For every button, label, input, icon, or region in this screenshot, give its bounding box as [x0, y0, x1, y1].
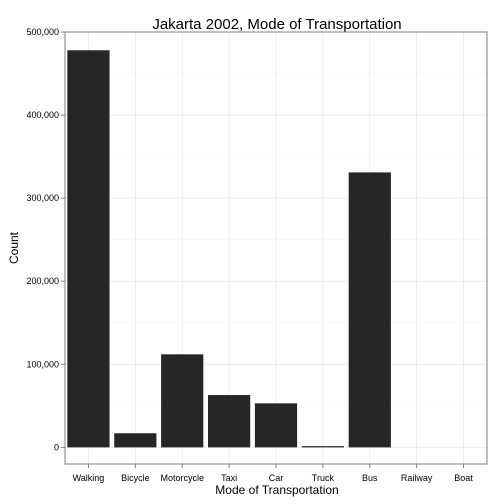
x-tick-label-bus: Bus — [362, 473, 378, 483]
y-axis: 0 100,000 200,000 300,000 400,000 500,000 — [26, 27, 65, 452]
x-axis: Walking Bicycle Motorcycle Taxi Car Truck Bus R… — [73, 464, 473, 483]
y-axis-title: Count — [7, 231, 21, 264]
x-tick-label-truck: Truck — [312, 473, 335, 483]
y-tick-label: 200,000 — [26, 276, 59, 286]
x-tick-label-motorcycle: Motorcycle — [160, 473, 204, 483]
y-tick-label: 0 — [54, 442, 59, 452]
x-tick-label-bicycle: Bicycle — [121, 473, 150, 483]
bar-taxi — [208, 395, 251, 448]
bars — [67, 50, 391, 448]
bar-bicycle — [114, 433, 157, 448]
x-tick-label-car: Car — [269, 473, 284, 483]
y-tick-label: 400,000 — [26, 110, 59, 120]
bar-car — [254, 403, 298, 448]
y-tick-label: 300,000 — [26, 193, 59, 203]
x-tick-label-taxi: Taxi — [221, 473, 237, 483]
bar-truck — [301, 446, 344, 448]
y-tick-label: 100,000 — [26, 359, 59, 369]
chart-title: Jakarta 2002, Mode of Transportation — [152, 16, 401, 33]
x-tick-label-railway: Railway — [401, 473, 433, 483]
bar-walking — [67, 50, 110, 448]
bar-bus — [348, 172, 391, 448]
bar-motorcycle — [161, 354, 204, 448]
y-tick-label: 500,000 — [26, 27, 59, 37]
grid — [65, 31, 487, 464]
x-tick-label-boat: Boat — [454, 473, 473, 483]
x-axis-title: Mode of Transportation — [215, 483, 338, 497]
x-tick-label-walking: Walking — [73, 473, 105, 483]
